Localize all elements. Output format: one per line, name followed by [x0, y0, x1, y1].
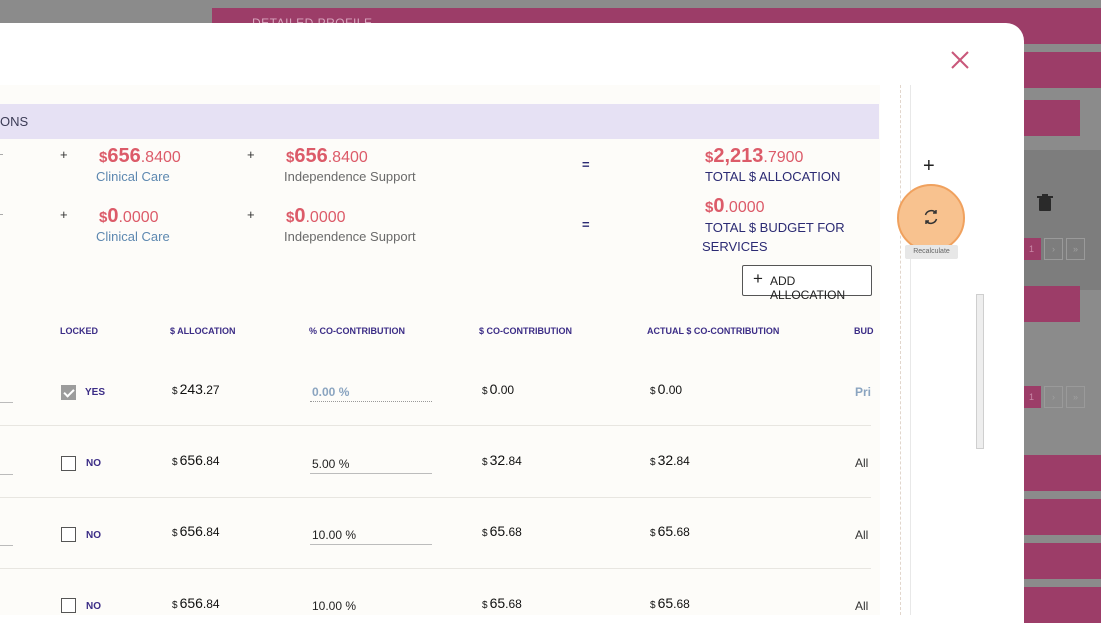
plus-operator: +: [60, 147, 68, 162]
co-contribution-pct-input[interactable]: 10.00 %: [310, 526, 432, 545]
co-contribution-pct-input[interactable]: 0.00 %: [310, 383, 432, 402]
row-divider: [0, 425, 871, 426]
actual-co-contribution-value: $32.84: [650, 452, 690, 468]
total-budget-label: SERVICES: [702, 239, 768, 254]
background-panel: [1020, 150, 1101, 290]
co-contribution-value: $32.84: [482, 452, 522, 468]
recalculate-tooltip: Recalculate: [905, 245, 958, 259]
modal-content: ONS: [0, 85, 880, 615]
column-header-budget[interactable]: BUD: [854, 326, 874, 336]
trash-icon: [1037, 194, 1053, 211]
co-contribution-value: $0.00: [482, 381, 515, 397]
total-budget-label: TOTAL $ BUDGET FOR: [705, 220, 845, 235]
row-field-edge: [0, 545, 13, 546]
independence-support-budget-amount: $0.0000: [286, 205, 346, 227]
total-allocation-label: TOTAL $ ALLOCATION: [705, 169, 841, 184]
total-allocation-amount: $2,213.7900: [705, 145, 804, 167]
row-divider: [0, 497, 871, 498]
total-budget-amount: $0.0000: [705, 195, 765, 217]
actual-co-contribution-value: $65.68: [650, 523, 690, 539]
independence-support-label: Independence Support: [284, 169, 416, 184]
column-header-allocation[interactable]: $ ALLOCATION: [170, 326, 236, 336]
clinical-care-label: Clinical Care: [96, 169, 170, 184]
locked-label: YES: [85, 387, 106, 398]
close-icon[interactable]: [948, 48, 972, 72]
independence-support-amount: $656.8400: [286, 145, 368, 167]
budget-value[interactable]: Pri: [855, 385, 872, 399]
actual-co-contribution-value: $65.68: [650, 595, 690, 611]
sidebar-divider: [910, 85, 911, 615]
row-field-edge: [0, 474, 13, 475]
locked-label: NO: [86, 601, 101, 612]
clinical-care-amount: $656.8400: [99, 145, 181, 167]
plus-operator: +: [247, 207, 255, 222]
co-contribution-pct-input[interactable]: 10.00 %: [312, 599, 357, 613]
equals-operator: =: [582, 157, 590, 172]
budget-value[interactable]: All: [855, 528, 869, 542]
equals-operator: =: [582, 217, 590, 232]
clinical-care-label: Clinical Care: [96, 229, 170, 244]
pager-next: ›: [1044, 386, 1063, 408]
clinical-care-budget-amount: $0.0000: [99, 205, 159, 227]
budget-value[interactable]: All: [855, 456, 869, 470]
add-allocation-button[interactable]: + ADD ALLOCATION: [742, 265, 872, 302]
locked-checkbox[interactable]: [61, 527, 76, 542]
allocation-value: $243.27: [172, 381, 220, 397]
background-pager: 1 › »: [1022, 238, 1085, 260]
locked-checkbox[interactable]: [61, 598, 76, 613]
independence-support-label: Independence Support: [284, 229, 416, 244]
pager-page: 1: [1022, 386, 1041, 408]
divider: [0, 154, 3, 155]
locked-label: NO: [86, 530, 101, 541]
pager-last: »: [1066, 386, 1085, 408]
divider: [0, 214, 3, 215]
plus-icon[interactable]: +: [923, 155, 935, 177]
background-pager: 1 › »: [1022, 386, 1085, 408]
pager-page: 1: [1022, 238, 1041, 260]
plus-operator: +: [60, 207, 68, 222]
co-contribution-value: $65.68: [482, 523, 522, 539]
allocation-value: $656.84: [172, 595, 220, 611]
row-divider: [0, 568, 871, 569]
locked-label: NO: [86, 458, 101, 469]
scrollbar[interactable]: [976, 294, 984, 449]
column-header-locked[interactable]: LOCKED: [60, 326, 98, 336]
sidebar-divider: [900, 85, 901, 615]
plus-operator: +: [247, 147, 255, 162]
row-field-edge: [0, 402, 13, 403]
column-header-actual-co-contribution[interactable]: ACTUAL $ CO-CONTRIBUTION: [647, 326, 780, 336]
refresh-icon[interactable]: [920, 206, 942, 228]
co-contribution-value: $65.68: [482, 595, 522, 611]
co-contribution-pct-input[interactable]: 5.00 %: [310, 455, 432, 474]
column-header-co-contribution[interactable]: $ CO-CONTRIBUTION: [479, 326, 572, 336]
locked-checkbox[interactable]: [61, 385, 76, 400]
add-allocation-label: ADD ALLOCATION: [770, 274, 846, 302]
budget-value[interactable]: All: [855, 599, 869, 613]
section-header: ONS: [0, 104, 879, 139]
column-header-pct-co-contribution[interactable]: % CO-CONTRIBUTION: [309, 326, 405, 336]
pager-last: »: [1066, 238, 1085, 260]
actual-co-contribution-value: $0.00: [650, 381, 683, 397]
plus-icon: +: [753, 269, 763, 288]
section-title: ONS: [0, 114, 29, 129]
allocation-value: $656.84: [172, 523, 220, 539]
pager-next: ›: [1044, 238, 1063, 260]
locked-checkbox[interactable]: [61, 456, 76, 471]
allocation-value: $656.84: [172, 452, 220, 468]
